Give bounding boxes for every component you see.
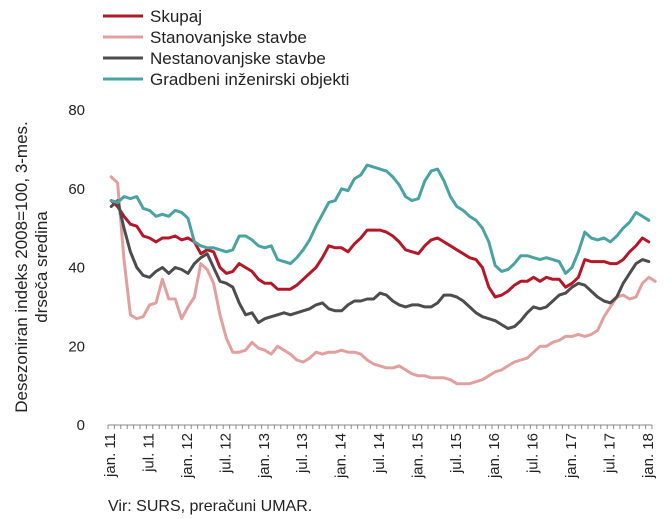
- y-axis: 0 20 40 60 80: [68, 102, 85, 434]
- x-tick-label: jul. 13: [294, 433, 311, 474]
- x-tick-label: jul. 14: [371, 433, 388, 474]
- x-tick-label: jul. 17: [601, 433, 618, 474]
- x-tick-label: jul. 12: [217, 433, 234, 474]
- x-tick-label: jul. 15: [448, 433, 465, 474]
- x-axis: jan. 11 jul. 11 jan. 12 jul. 12 jan. 13 jul. …: [102, 424, 657, 479]
- source-note: Vir: SURS, preračuni UMAR.: [108, 498, 312, 515]
- x-tick-label: jan. 18: [640, 433, 657, 479]
- x-tick-label: jan. 11: [102, 433, 119, 478]
- series-group: [109, 163, 657, 386]
- series-line-1: [109, 199, 651, 299]
- legend-label: Nestanovanjske stavbe: [150, 49, 326, 68]
- x-tick-label: jan. 14: [333, 433, 350, 479]
- y-tick-label: 20: [68, 338, 85, 355]
- series-line-2: [109, 175, 657, 386]
- y-tick-label: 60: [68, 181, 85, 198]
- y-axis-title-line2: drseča sredina: [32, 211, 51, 323]
- x-tick-label: jul. 16: [525, 433, 542, 474]
- x-tick-label: jan. 12: [179, 433, 196, 479]
- legend: Skupaj Stanovanjske stavbe Nestanovanjske …: [103, 7, 349, 89]
- x-tick-label: jan. 17: [563, 433, 580, 479]
- y-tick-label: 0: [77, 417, 85, 434]
- y-tick-label: 40: [68, 260, 85, 277]
- y-tick-label: 80: [68, 102, 85, 119]
- x-tick-label: jan. 15: [409, 433, 426, 479]
- legend-label: Gradbeni inženirski objekti: [150, 70, 349, 89]
- x-tick-label: jul. 11: [141, 433, 158, 473]
- series-line-4: [109, 163, 651, 275]
- legend-label: Skupaj: [150, 7, 202, 26]
- x-tick-label: jan. 16: [486, 433, 503, 479]
- legend-label: Stanovanjske stavbe: [150, 28, 307, 47]
- y-axis-title-line1: Desezoniran indeks 2008=100, 3-mes.: [12, 121, 31, 413]
- x-tick-label: jan. 13: [256, 433, 273, 479]
- series-line-3: [109, 199, 651, 330]
